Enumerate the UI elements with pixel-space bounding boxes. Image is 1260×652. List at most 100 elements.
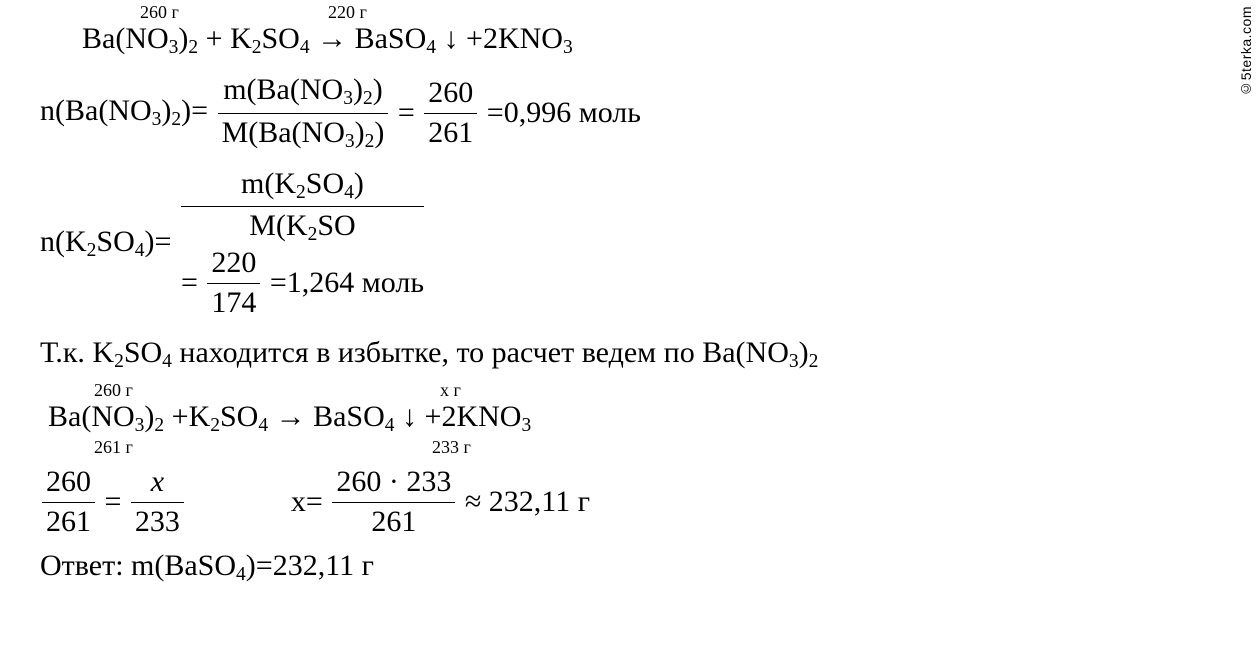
sent-sub2: 2 xyxy=(114,351,124,372)
prop-approx: ≈ 232,11 г xyxy=(465,485,590,520)
calc1-lhs: n(Ba(NO xyxy=(40,94,152,127)
rxn1-plus-k: + K xyxy=(198,22,252,55)
calc2-frac-2: 220 174 xyxy=(207,246,260,320)
rxn1-three: 3 xyxy=(563,37,573,58)
calc1-den-c: ) xyxy=(374,116,384,149)
rxn2-four: 4 xyxy=(258,415,268,436)
rxn1-down: ↓ +2KNO xyxy=(436,22,563,55)
proportion-line: 260 261 = x 233 x= 260 · 233 261 ≈ 232,1… xyxy=(40,465,1220,539)
calc1-den-p: ) xyxy=(355,116,365,149)
calc1-frac-1: m(Ba(NO3)2) M(Ba(NO3)2) xyxy=(218,73,389,153)
answer-label: Ответ: m(BaSO xyxy=(40,549,236,582)
prop-rhs-den: 233 xyxy=(131,503,184,540)
rxn2-arrow: → BaSO xyxy=(268,400,385,433)
calc1-sub3: 3 xyxy=(152,109,162,130)
calc1-num: m(Ba(NO xyxy=(223,73,343,106)
calc1-num-p: ) xyxy=(353,73,363,106)
calc1-den2: 261 xyxy=(424,114,477,151)
calc1-result: =0,996 моль xyxy=(487,96,641,131)
excess-sentence: Т.к. K2SO4 находится в избытке, то расче… xyxy=(40,336,1220,373)
prop-x-num: 260 · 233 xyxy=(332,465,455,503)
calc2-result: =1,264 моль xyxy=(270,266,424,301)
prop-lhs-den: 261 xyxy=(42,503,95,540)
calc1-den-s2: 2 xyxy=(365,130,375,151)
calc2-sub2: 2 xyxy=(87,240,97,261)
rxn2-three: 3 xyxy=(521,415,531,436)
sent-paren: ) xyxy=(799,336,809,369)
calc2-den: M(K xyxy=(249,209,307,242)
calc2-den-so: SO xyxy=(317,209,355,242)
calc-n-ba: n(Ba(NO3)2)= m(Ba(NO3)2) M(Ba(NO3)2) = 2… xyxy=(40,73,1220,153)
rxn1-sub2: 2 xyxy=(188,37,198,58)
calc2-frac-1: m(K2SO4) M(K2SO = 220 174 =1,264 моль xyxy=(181,167,424,321)
rxn1-sub3: 3 xyxy=(169,37,179,58)
calc2-num2: 220 xyxy=(207,246,260,284)
rxn2-k2: 2 xyxy=(210,415,220,436)
calc1-close: )= xyxy=(181,94,208,127)
sent-sub4: 4 xyxy=(162,351,172,372)
rxn1-four-b: 4 xyxy=(426,37,436,58)
annot-baso4-top: x г xyxy=(440,380,461,401)
rxn1-arrow: → BaSO xyxy=(310,22,427,55)
calc2-eq: = xyxy=(181,266,198,301)
rxn2-plus: +K xyxy=(164,400,210,433)
sent-sub2b: 2 xyxy=(809,351,819,372)
calc2-lhs: n(K xyxy=(40,225,87,258)
calc1-den: M(Ba(NO xyxy=(222,116,345,149)
calc1-sub2: 2 xyxy=(171,109,181,130)
calc1-num-s2: 2 xyxy=(363,88,373,109)
answer-sub4: 4 xyxy=(236,564,246,585)
rxn2-down: ↓ +2KNO xyxy=(395,400,522,433)
sent-so4: SO xyxy=(124,336,162,369)
rxn2-paren: ) xyxy=(144,400,154,433)
rxn1-ba: Ba(NO xyxy=(82,22,169,55)
sent-sub3: 3 xyxy=(789,351,799,372)
prop-lhs-frac: 260 261 xyxy=(42,465,95,539)
prop-rhs-frac: x 233 xyxy=(131,465,184,539)
prop-x-den: 261 xyxy=(332,503,455,540)
rxn2-sub3: 3 xyxy=(135,415,145,436)
rxn2-sub2: 2 xyxy=(154,415,164,436)
prop-lhs-num: 260 xyxy=(42,465,95,503)
annotation-row-1: 260 г 220 г xyxy=(40,2,1220,22)
calc1-eq: = xyxy=(398,96,415,131)
reaction-equation-1: Ba(NO3)2 + K2SO4 → BaSO4 ↓ +2KNO3 xyxy=(40,22,1220,59)
annot-ba-top: 260 г xyxy=(94,380,133,401)
rxn2-four-b: 4 xyxy=(385,415,395,436)
answer-line: Ответ: m(BaSO4)=232,11 г xyxy=(40,549,1220,586)
calc1-num2: 260 xyxy=(424,76,477,114)
rxn1-k2: 2 xyxy=(252,37,262,58)
source-label: ©5terka.com xyxy=(1238,6,1254,97)
calc2-den2: 174 xyxy=(207,284,260,321)
prop-x-frac: 260 · 233 261 xyxy=(332,465,455,539)
sent-pre: Т.к. K xyxy=(40,336,114,369)
annotation-row-2-bottom: 261 г 233 г xyxy=(40,437,1220,457)
calc2-so4: SO xyxy=(96,225,134,258)
calc1-den-s3: 3 xyxy=(345,130,355,151)
calc1-num-c: ) xyxy=(373,73,383,106)
reaction-equation-2: Ba(NO3)2 +K2SO4 → BaSO4 ↓ +2KNO3 xyxy=(40,400,1220,437)
calc1-num-s3: 3 xyxy=(343,88,353,109)
calc2-close: )= xyxy=(145,225,172,258)
prop-eq1: = xyxy=(105,485,122,520)
calc2-num-s4: 4 xyxy=(344,182,354,203)
calc-n-k2so4: n(K2SO4)= m(K2SO4) M(K2SO = 220 174 =1,2… xyxy=(40,167,1220,321)
answer-rest: )=232,11 г xyxy=(246,549,374,582)
rxn2-so4: SO xyxy=(220,400,258,433)
annot-ba-mass-1: 260 г xyxy=(140,2,179,23)
annot-k2so4-mass-1: 220 г xyxy=(328,2,367,23)
annotation-row-2-top: 260 г x г xyxy=(40,380,1220,400)
sent-mid: находится в избытке, то расчет ведем по … xyxy=(172,336,789,369)
prop-rhs-num: x xyxy=(151,465,164,498)
calc2-num: m(K xyxy=(241,167,296,200)
rxn1-paren: ) xyxy=(178,22,188,55)
calc2-den-s2: 2 xyxy=(308,224,318,245)
rxn1-four: 4 xyxy=(300,37,310,58)
prop-x-label: x= xyxy=(291,485,323,520)
rxn1-so: SO xyxy=(262,22,300,55)
rxn2-ba: Ba(NO xyxy=(48,400,135,433)
calc2-sub4: 4 xyxy=(135,240,145,261)
annot-baso4-bot: 233 г xyxy=(432,437,471,458)
calc2-num-s2: 2 xyxy=(296,182,306,203)
calc2-num-c: ) xyxy=(354,167,364,200)
